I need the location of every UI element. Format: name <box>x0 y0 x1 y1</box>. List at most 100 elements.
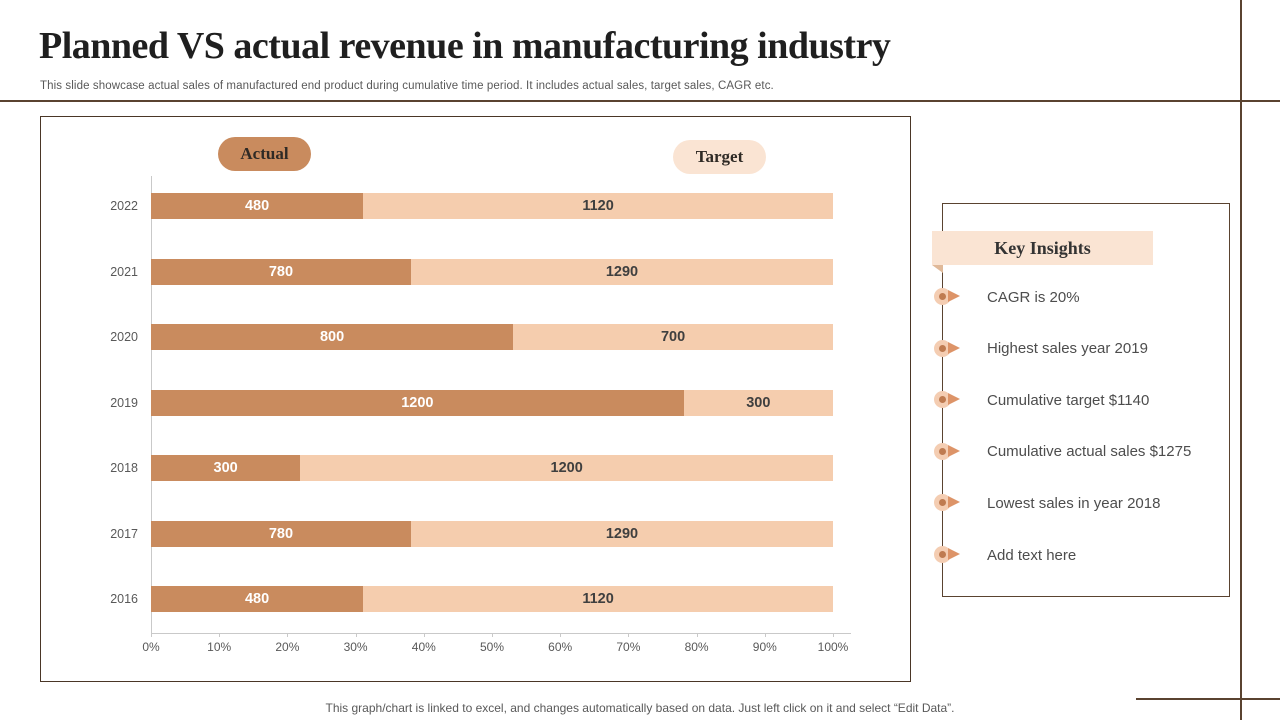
insight-item[interactable]: Lowest sales in year 2018 <box>934 492 1229 514</box>
target-bar-segment[interactable]: 1290 <box>410 258 833 285</box>
y-axis-label: 2020 <box>110 330 138 344</box>
bar-value-label: 1290 <box>605 525 639 542</box>
page-title: Planned VS actual revenue in manufacturi… <box>39 25 891 67</box>
actual-bar-segment[interactable]: 480 <box>151 586 364 612</box>
bar-value-label: 800 <box>319 329 345 345</box>
y-axis-label: 2016 <box>110 592 138 606</box>
bar-track: 1200 300 <box>151 389 833 416</box>
bar-track: 780 1290 <box>151 258 833 285</box>
bar-row-2017: 2017 780 1290 <box>41 520 873 547</box>
bar-track: 800 700 <box>151 324 833 350</box>
bullet-arrow-icon <box>934 288 966 305</box>
bar-track: 480 1120 <box>151 586 834 612</box>
target-bar-segment[interactable]: 700 <box>513 324 833 350</box>
target-bar-segment[interactable]: 1120 <box>363 586 834 612</box>
actual-bar-segment[interactable]: 1200 <box>151 389 684 416</box>
right-accent-line <box>1240 0 1242 720</box>
bar-value-label: 1120 <box>582 198 614 214</box>
target-bar-segment[interactable]: 1290 <box>410 520 833 547</box>
y-axis-label: 2018 <box>110 461 138 475</box>
x-tick-mark <box>560 633 562 637</box>
bullet-arrow-icon <box>934 546 966 563</box>
page-subtitle: This slide showcase actual sales of manu… <box>40 80 774 92</box>
x-tick-mark <box>492 633 493 637</box>
bar-value-label: 780 <box>268 525 294 542</box>
bar-row-2018: 2018 300 1200 <box>41 455 873 481</box>
x-tick-label: 0% <box>142 640 160 654</box>
x-tick-label: 70% <box>616 640 641 654</box>
y-axis-label: 2019 <box>110 395 138 410</box>
bar-row-2016: 2016 480 1120 <box>41 586 873 612</box>
header-divider-line <box>0 100 1280 102</box>
bar-value-label: 1200 <box>401 394 434 411</box>
insight-item[interactable]: Highest sales year 2019 <box>934 338 1229 360</box>
bar-row-2021: 2021 780 1290 <box>41 258 873 285</box>
key-insights-panel: Key Insights CAGR is 20% Highest sales ye… <box>932 203 1230 597</box>
banner-fold-decoration <box>932 265 943 273</box>
target-bar-segment[interactable]: 1120 <box>363 193 834 219</box>
bullet-arrow-icon <box>934 339 966 357</box>
bottom-right-accent-line <box>1136 698 1280 700</box>
target-bar-segment[interactable]: 1200 <box>300 455 833 481</box>
x-tick-label: 40% <box>411 640 436 654</box>
key-insights-header: Key Insights <box>932 231 1153 265</box>
x-tick-mark <box>355 633 357 637</box>
x-tick-mark <box>833 633 834 637</box>
bar-value-label: 700 <box>660 329 686 345</box>
bar-value-label: 480 <box>244 591 270 607</box>
insight-text: Cumulative target $1140 <box>987 391 1150 409</box>
x-axis-line <box>151 633 851 634</box>
bullet-arrow-icon <box>934 442 966 460</box>
bar-value-label: 480 <box>244 198 270 214</box>
actual-bar-segment[interactable]: 780 <box>151 258 411 285</box>
actual-bar-segment[interactable]: 800 <box>151 324 514 350</box>
insight-text: CAGR is 20% <box>987 288 1080 306</box>
bullet-arrow-icon <box>934 391 966 409</box>
legend-target-pill[interactable]: Target <box>673 140 766 174</box>
insight-item[interactable]: CAGR is 20% <box>934 286 1229 308</box>
x-tick-mark <box>696 633 698 637</box>
x-tick-mark <box>151 633 152 637</box>
legend-actual-pill[interactable]: Actual <box>218 137 311 171</box>
bar-row-2020: 2020 800 700 <box>41 324 873 350</box>
insight-item[interactable]: Cumulative actual sales $1275 <box>934 441 1229 463</box>
x-tick-mark <box>287 633 289 637</box>
insight-text: Cumulative actual sales $1275 <box>987 443 1192 461</box>
bullet-arrow-icon <box>934 494 966 512</box>
bar-value-label: 1200 <box>550 460 583 476</box>
bar-track: 300 1200 <box>151 455 833 481</box>
x-tick-mark <box>219 633 221 637</box>
bar-track: 480 1120 <box>151 193 834 219</box>
x-tick-label: 10% <box>207 640 232 654</box>
bar-value-label: 300 <box>213 460 238 476</box>
actual-bar-segment[interactable]: 300 <box>151 455 301 481</box>
bar-value-label: 1120 <box>582 591 614 607</box>
x-tick-mark <box>764 633 766 637</box>
x-tick-label: 60% <box>548 640 573 654</box>
insight-item[interactable]: Cumulative target $1140 <box>934 389 1229 411</box>
insight-text: Lowest sales in year 2018 <box>987 494 1161 512</box>
bar-value-label: 300 <box>746 394 771 411</box>
bar-row-2022: 2022 480 1120 <box>41 193 873 219</box>
x-tick-mark <box>628 633 630 637</box>
insight-text: Add text here <box>987 546 1077 564</box>
target-bar-segment[interactable]: 300 <box>683 389 833 416</box>
bar-row-2019: 2019 1200 300 <box>41 389 873 416</box>
bar-track: 780 1290 <box>151 520 833 547</box>
x-tick-label: 50% <box>479 640 505 654</box>
actual-bar-segment[interactable]: 480 <box>151 193 364 219</box>
bar-value-label: 1290 <box>605 263 639 280</box>
insight-text: Highest sales year 2019 <box>987 340 1148 358</box>
x-tick-label: 20% <box>275 640 300 654</box>
revenue-chart[interactable]: Actual Target 2022 480 1120 2021 780 1290 2020… <box>40 116 911 682</box>
x-tick-label: 30% <box>343 640 368 654</box>
x-tick-label: 90% <box>752 640 777 654</box>
actual-bar-segment[interactable]: 780 <box>151 520 411 547</box>
y-axis-label: 2021 <box>110 264 138 279</box>
footer-note: This graph/chart is linked to excel, and… <box>325 701 955 715</box>
y-axis-label: 2022 <box>110 199 138 213</box>
y-axis-label: 2017 <box>110 526 138 541</box>
x-tick-label: 100% <box>817 640 849 654</box>
insight-item[interactable]: Add text here <box>934 544 1229 566</box>
